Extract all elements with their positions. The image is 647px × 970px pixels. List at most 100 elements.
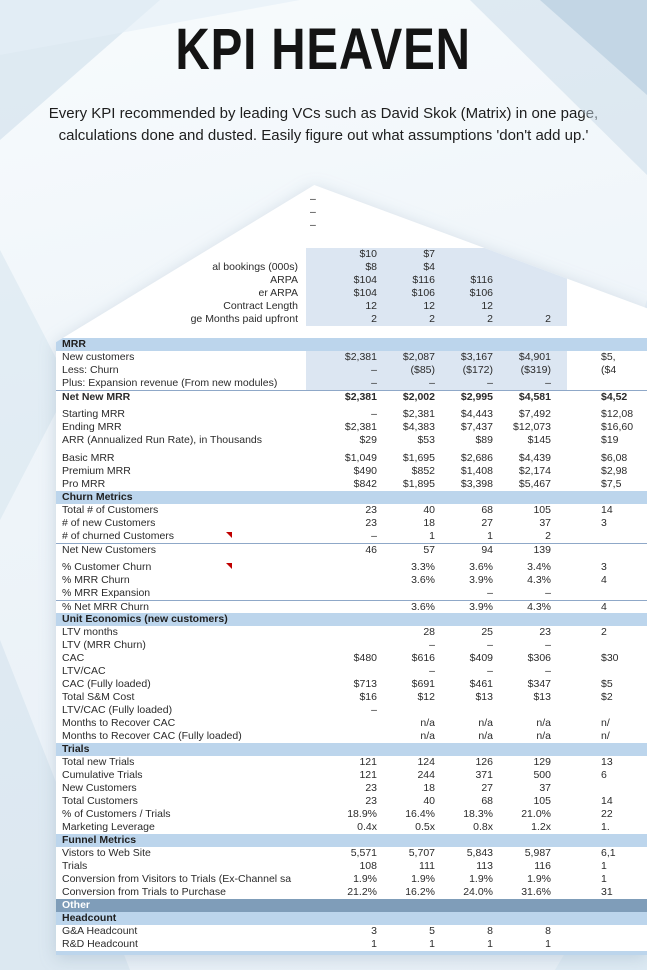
- cell: [553, 193, 646, 206]
- cell: 1: [429, 938, 435, 950]
- cell: [495, 704, 553, 717]
- sheet-row: # of churned Customers – 1 1 2: [56, 530, 647, 543]
- cell: $713: [353, 678, 377, 690]
- cell: 1: [487, 530, 493, 542]
- cell: n/a: [536, 717, 551, 729]
- cell: [495, 206, 553, 219]
- sheet-row: % Net MRR Churn 3.6% 3.9% 4.3% 4: [56, 600, 647, 613]
- cell: 5: [429, 925, 435, 937]
- row-label: Marketing Leverage: [62, 821, 155, 833]
- cell: 21.0%: [521, 808, 551, 820]
- cell: –: [310, 206, 316, 218]
- cell: $852: [411, 465, 435, 477]
- section-header-label: Unit Economics (new customers): [62, 613, 228, 625]
- cell: 16.2%: [405, 886, 435, 898]
- cell: 12: [379, 300, 437, 313]
- cell: n/a: [536, 730, 551, 742]
- sheet-row: % MRR Expansion – –: [56, 587, 647, 600]
- cell: $4,443: [460, 408, 493, 420]
- cell: [495, 274, 553, 287]
- cell: $4,383: [402, 421, 435, 433]
- kpi-spreadsheet: – – – $10 $7 al bookings (000s) $8 $4 ARPA $104 $1…: [56, 185, 647, 955]
- row-label: LTV (MRR Churn): [62, 639, 146, 651]
- sheet-row: Conversion from Visitors to Trials (Ex-C…: [56, 873, 647, 886]
- cell: n/a: [420, 717, 435, 729]
- sheet-row: Months to Recover CAC (Fully loaded) n/a n…: [56, 730, 647, 743]
- cell: 27: [481, 517, 493, 529]
- sheet-rows: – – – $10 $7 al bookings (000s) $8 $4 ARPA $104 $1…: [56, 185, 647, 955]
- cell: 500: [533, 769, 551, 781]
- row-label: ARPA: [270, 274, 298, 286]
- subtitle-line-2: calculations done and dusted. Easily fig…: [58, 127, 589, 145]
- cell: $480: [353, 652, 377, 664]
- cell: [553, 300, 646, 313]
- cell: 94: [481, 544, 493, 556]
- row-label: R&D Headcount: [62, 938, 138, 950]
- row-label: [56, 248, 306, 261]
- section-header: Other: [56, 899, 647, 912]
- cell: ($319): [495, 364, 553, 377]
- cell: 3.9%: [469, 601, 493, 613]
- row-label: % MRR Churn: [62, 574, 130, 586]
- row-label: Months to Recover CAC: [62, 717, 176, 729]
- sheet-row: Conversion from Trials to Purchase 21.2% 1…: [56, 886, 647, 899]
- cell: 1.: [601, 821, 610, 833]
- cell: 5,571: [350, 847, 377, 859]
- sheet-row: Contract Length 12 12 12: [56, 300, 647, 313]
- section-header-label: MRR: [62, 338, 86, 350]
- cell: 1: [601, 873, 607, 885]
- sheet-row: Plus: Expansion revenue (From new module…: [56, 377, 647, 390]
- sheet-row: % MRR Churn 3.6% 3.9% 4.3% 4: [56, 574, 647, 587]
- sheet-row: LTV (MRR Churn) – – –: [56, 639, 647, 652]
- row-label: % MRR Expansion: [62, 587, 151, 599]
- cell: 111: [419, 860, 435, 872]
- cell: 121: [359, 756, 377, 768]
- cell: $7,5: [601, 478, 622, 490]
- cell: [379, 206, 437, 219]
- sheet-row: G&A Headcount 3 5 8 8: [56, 925, 647, 938]
- row-label: Total S&M Cost: [62, 691, 135, 703]
- row-label: Vistors to Web Site: [62, 847, 151, 859]
- cell: $106: [437, 287, 495, 300]
- cell: –: [487, 587, 493, 599]
- cell: [306, 587, 379, 600]
- section-header-label: Other: [62, 899, 91, 911]
- cell: 40: [423, 795, 435, 807]
- cell: $1,895: [402, 478, 435, 490]
- cell: 46: [365, 544, 377, 556]
- row-label: LTV/CAC (Fully loaded): [62, 704, 173, 716]
- sheet-row: # of new Customers 23 18 27 37 3: [56, 517, 647, 530]
- cell: 23: [539, 626, 551, 638]
- sheet-row: Basic MRR $1,049 $1,695 $2,686 $4,439 $6,08: [56, 452, 647, 465]
- cell: 23: [365, 795, 377, 807]
- cell: 3.6%: [469, 561, 493, 573]
- sheet-row: $10 $7: [56, 248, 647, 261]
- cell: [553, 704, 646, 717]
- cell: 3.6%: [411, 574, 435, 586]
- cell: 105: [533, 504, 551, 516]
- section-header-label: Churn Metrics: [62, 491, 133, 503]
- cell: $89: [475, 434, 493, 446]
- row-label: [56, 206, 306, 219]
- cell: [553, 938, 646, 951]
- section-header-label: [56, 951, 62, 955]
- cell: –: [545, 665, 551, 677]
- row-label: Net New MRR: [62, 391, 131, 403]
- cell: 12: [306, 300, 379, 313]
- row-label: ARR (Annualized Run Rate), in Thousands: [62, 434, 262, 446]
- sheet-row: al bookings (000s) $8 $4: [56, 261, 647, 274]
- row-label: Total new Trials: [62, 756, 135, 768]
- cell: [437, 248, 495, 261]
- cell: 4.3%: [527, 574, 551, 586]
- cell: [553, 274, 646, 287]
- page-title: KPI HEAVEN: [0, 0, 647, 81]
- row-gap: [56, 232, 647, 248]
- cell: $4,52: [601, 391, 628, 403]
- cell: [437, 704, 495, 717]
- cell: [495, 261, 553, 274]
- cell: [437, 261, 495, 274]
- section-header: Churn Metrics: [56, 491, 647, 504]
- sheet-row: Less: Churn – ($85) ($172) ($319) ($4: [56, 364, 647, 377]
- cell: n/a: [478, 730, 493, 742]
- sheet-row: Pro MRR $842 $1,895 $3,398 $5,467 $7,5: [56, 478, 647, 491]
